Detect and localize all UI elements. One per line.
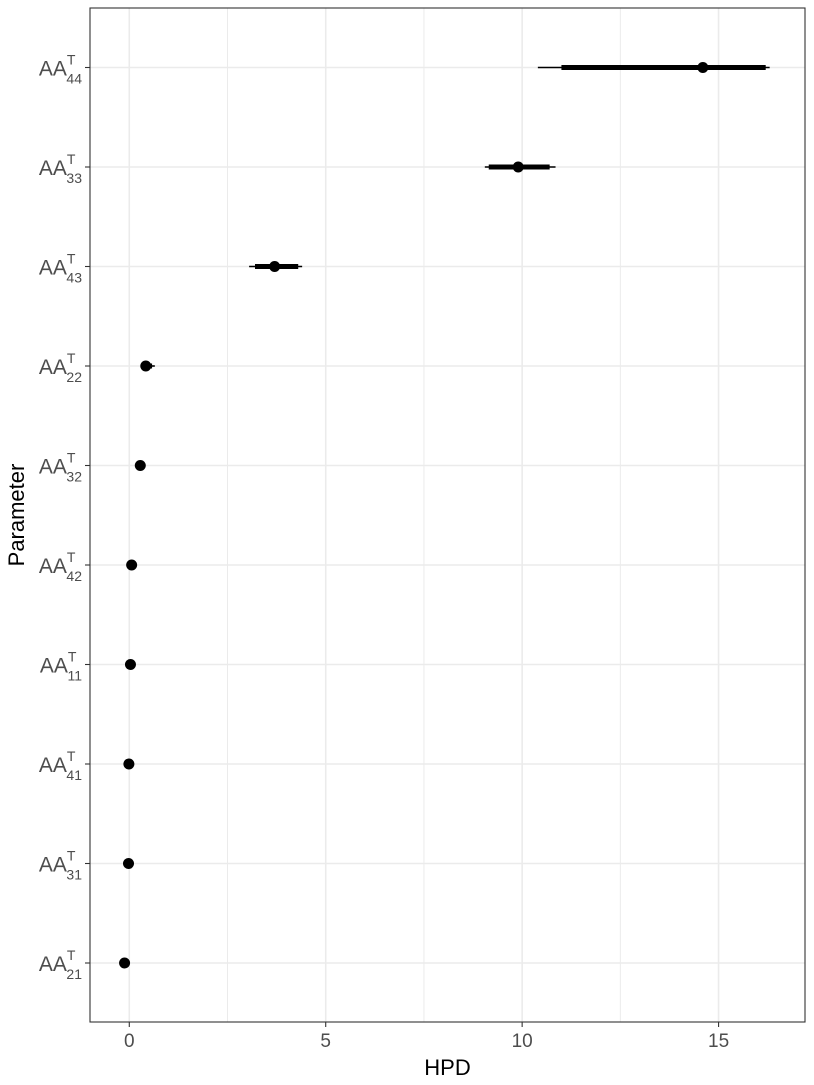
x-tick-label: 5 [320, 1031, 331, 1052]
y-tick-label: AAT 31 [39, 848, 82, 883]
y-tick-label: AAT 32 [39, 450, 82, 485]
point-estimate [269, 261, 281, 272]
y-tick-label: AAT 42 [39, 549, 82, 584]
panel-border [89, 7, 806, 1023]
point-estimate [126, 559, 138, 571]
y-tick-label: AAT 33 [39, 151, 82, 186]
point-estimate [697, 62, 709, 73]
y-tick-label: AAT 21 [39, 947, 82, 982]
y-tick-label: AAT 11 [40, 649, 82, 684]
point-estimate [124, 659, 136, 670]
point-estimate [140, 360, 152, 372]
x-tick-label: 15 [708, 1031, 729, 1052]
point-estimate [123, 758, 135, 770]
y-tick-label: AAT 41 [39, 748, 82, 783]
point-estimate [123, 858, 134, 869]
axis-layer: 0 5 10 15 AAT 44 AAT 33 AAT 43 AAT 22 AAT 32 AAT 42 AAT 1… [39, 52, 729, 1053]
y-tick-label: AAT 44 [39, 52, 82, 87]
point-estimate [134, 460, 146, 471]
y-tick-label: AAT 22 [39, 350, 82, 385]
point-estimate [512, 161, 524, 173]
x-axis-title: HPD [424, 1055, 470, 1080]
x-tick-label: 10 [512, 1031, 533, 1052]
y-axis-title: Parameter [4, 464, 29, 567]
grid-layer [90, 8, 805, 1022]
marks-layer [119, 62, 770, 969]
x-tick-label: 0 [124, 1031, 135, 1052]
point-estimate [119, 957, 131, 969]
y-tick-label: AAT 43 [39, 251, 82, 286]
